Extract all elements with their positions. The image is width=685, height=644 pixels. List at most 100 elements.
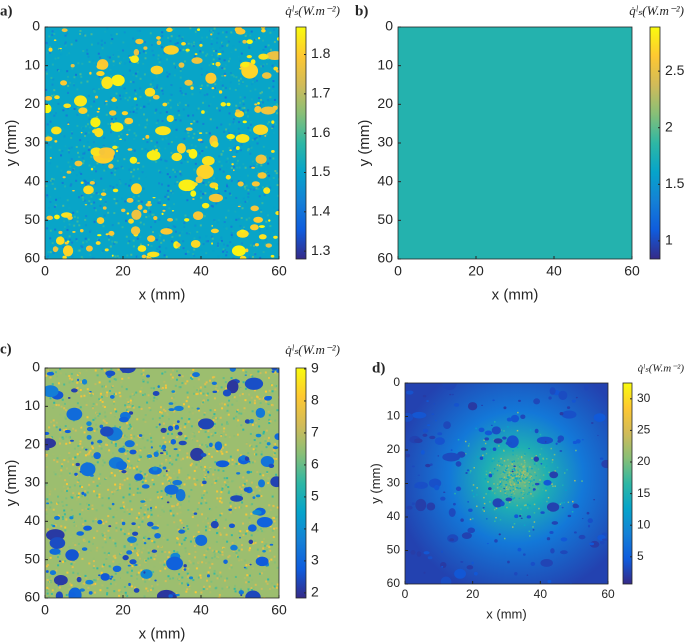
heatmap-texture (524, 468, 527, 471)
heatmap-texture (52, 407, 55, 410)
heatmap-texture (223, 403, 226, 406)
heatmap-texture (205, 556, 208, 559)
heatmap-texture (189, 243, 192, 246)
heatmap-texture (265, 543, 268, 546)
heatmap-texture (98, 412, 101, 415)
heatmap-texture (269, 157, 272, 160)
heatmap-texture (81, 196, 84, 199)
heatmap-texture (227, 129, 230, 132)
heatmap-texture (94, 517, 97, 520)
heatmap-texture (240, 424, 243, 427)
heatmap-texture (176, 436, 179, 439)
heatmap-texture (590, 422, 594, 424)
heatmap-texture (239, 225, 242, 228)
heatmap-texture (268, 234, 271, 237)
heatmap-texture (124, 452, 127, 455)
colorbar-tick-label: 1.6 (311, 124, 331, 140)
heatmap-texture (171, 210, 174, 213)
heatmap-texture (249, 123, 252, 126)
heatmap-texture (115, 508, 118, 511)
heatmap-texture (503, 450, 505, 453)
heatmap-texture (509, 489, 512, 492)
heatmap-texture (147, 521, 154, 527)
heatmap-texture (189, 576, 194, 580)
heatmap-texture (542, 498, 544, 500)
heatmap-texture (277, 37, 279, 41)
heatmap-texture (45, 431, 50, 435)
heatmap-texture (205, 53, 208, 56)
heatmap-texture (56, 502, 59, 505)
heatmap-texture (538, 507, 540, 510)
heatmap-texture (109, 185, 112, 188)
heatmap-texture (547, 496, 550, 499)
heatmap-texture (76, 576, 82, 583)
heatmap-texture (142, 138, 145, 140)
heatmap-texture (101, 86, 104, 89)
heatmap-texture (191, 412, 194, 415)
heatmap-texture (483, 502, 486, 505)
heatmap-texture (77, 479, 80, 482)
heatmap-texture (96, 238, 99, 241)
heatmap-texture (118, 469, 121, 472)
heatmap-texture (133, 547, 136, 550)
heatmap-texture (121, 226, 124, 229)
heatmap-texture (115, 202, 118, 205)
heatmap-texture (516, 488, 518, 490)
heatmap-texture (229, 479, 232, 482)
heatmap-texture (144, 479, 147, 482)
heatmap-texture (67, 397, 71, 399)
heatmap-texture (114, 117, 117, 120)
heatmap-texture (68, 436, 71, 439)
heatmap-texture (45, 104, 52, 114)
heatmap-texture (77, 483, 80, 486)
heatmap-texture (64, 409, 67, 412)
heatmap-texture (158, 61, 161, 64)
heatmap-texture (514, 514, 519, 519)
heatmap-texture (119, 553, 122, 556)
heatmap-texture (215, 550, 218, 553)
heatmap-texture (148, 530, 151, 533)
heatmap-texture (242, 534, 245, 537)
heatmap-texture (198, 483, 201, 486)
heatmap-texture (166, 452, 169, 455)
heatmap-texture (167, 142, 170, 145)
heatmap (45, 368, 279, 598)
heatmap-texture (228, 399, 231, 402)
heatmap-texture (98, 398, 101, 401)
heatmap-texture (128, 184, 131, 187)
heatmap-texture (87, 149, 90, 152)
y-tick-label: 30 (377, 134, 393, 150)
heatmap-texture (92, 59, 95, 62)
heatmap-texture (239, 387, 242, 390)
heatmap-texture (181, 114, 184, 117)
heatmap-texture (243, 483, 246, 486)
heatmap-texture (58, 454, 61, 457)
heatmap-texture (145, 498, 148, 501)
heatmap-texture (136, 577, 139, 580)
heatmap-texture (506, 506, 508, 509)
heatmap-texture (258, 229, 261, 232)
heatmap-texture (215, 177, 218, 180)
heatmap-texture (122, 555, 129, 561)
heatmap-texture (93, 207, 96, 210)
heatmap-texture (215, 49, 218, 52)
heatmap-texture (506, 466, 509, 469)
heatmap-texture (250, 445, 253, 448)
heatmap-texture (121, 94, 124, 97)
heatmap-texture (83, 493, 87, 497)
heatmap-texture (53, 459, 56, 462)
heatmap-texture (238, 549, 241, 552)
heatmap-texture (522, 491, 524, 494)
heatmap-texture (273, 99, 276, 102)
heatmap-texture (71, 388, 78, 393)
heatmap-texture (86, 52, 89, 55)
heatmap-texture (65, 114, 68, 117)
heatmap-texture (86, 416, 89, 419)
heatmap-texture (49, 45, 52, 48)
heatmap-texture (173, 448, 178, 451)
heatmap-texture (186, 199, 189, 202)
heatmap-texture (99, 198, 102, 201)
heatmap-texture (152, 213, 155, 216)
heatmap-texture (550, 447, 552, 450)
heatmap-texture (100, 567, 103, 570)
